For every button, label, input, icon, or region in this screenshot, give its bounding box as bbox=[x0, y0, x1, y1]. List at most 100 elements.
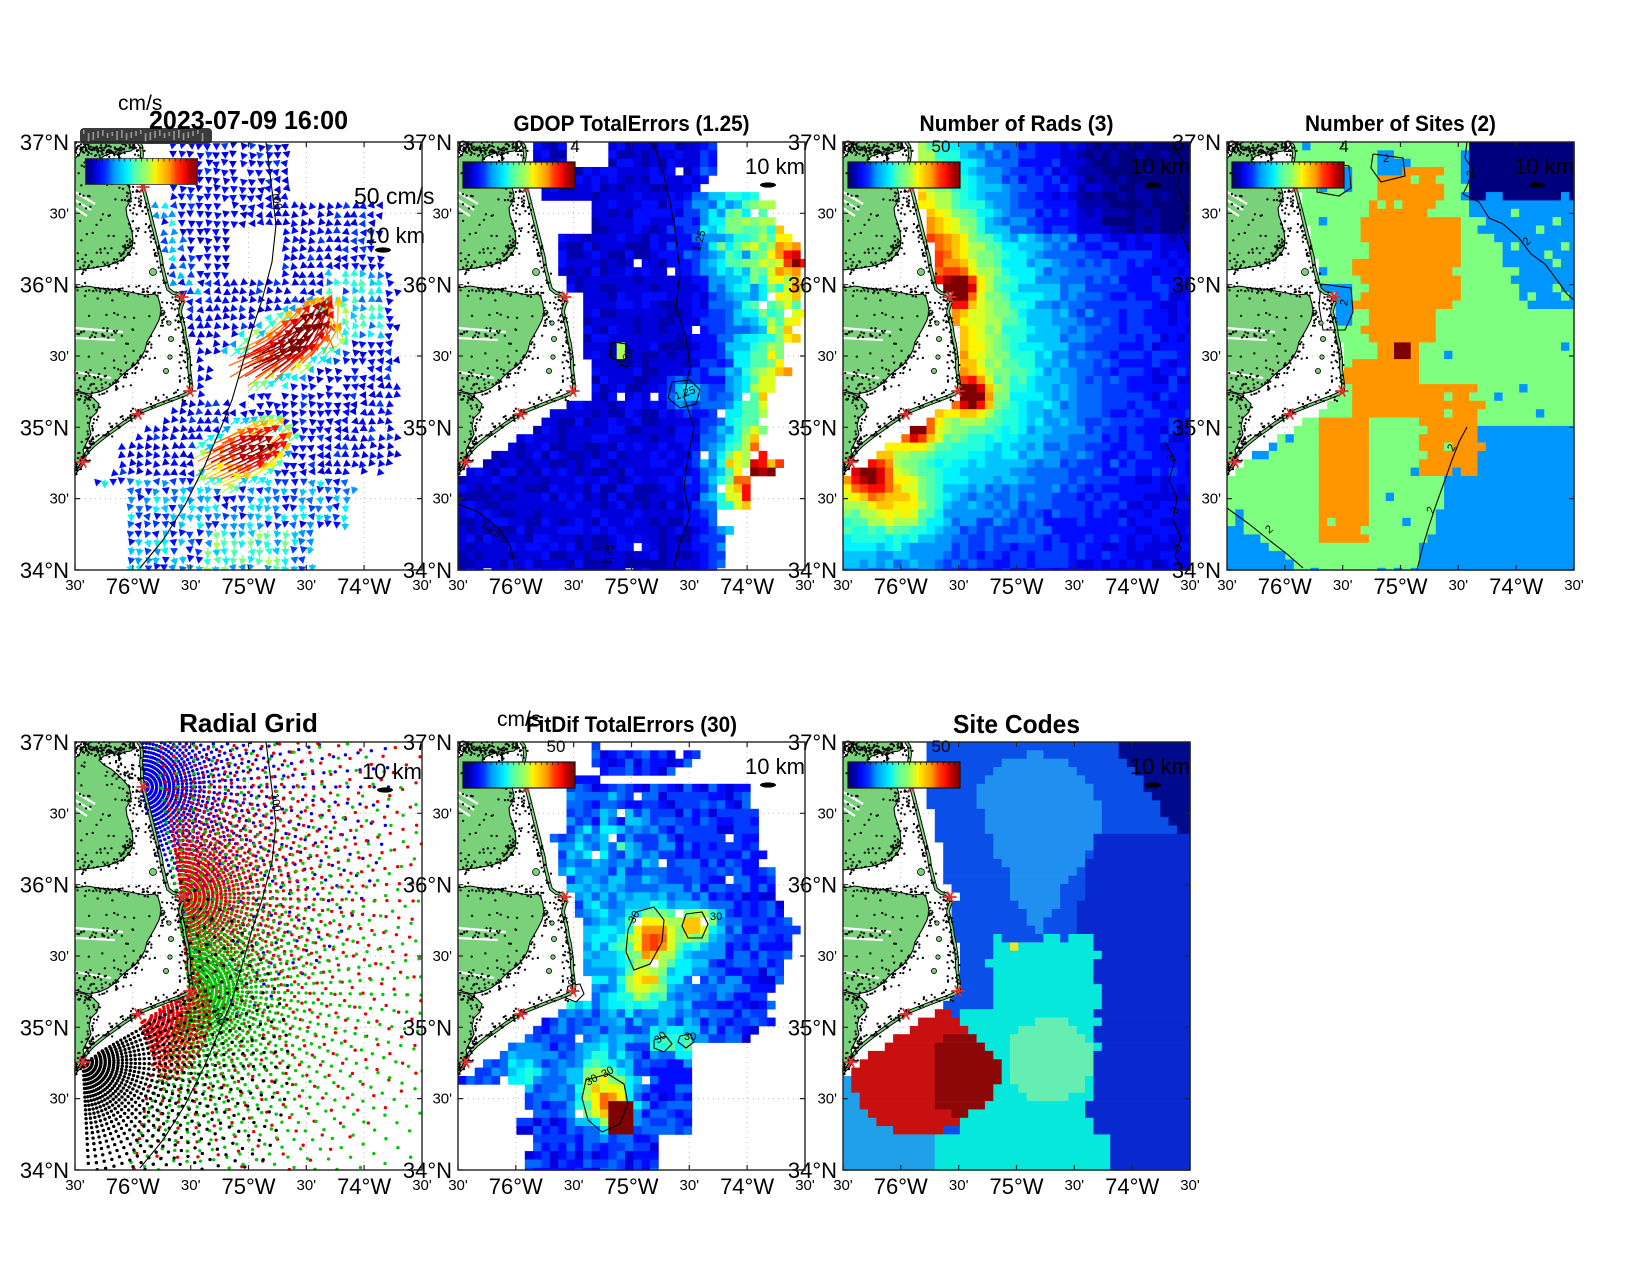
svg-text:36°N: 36°N bbox=[788, 273, 837, 298]
svg-text:30': 30' bbox=[65, 1177, 85, 1194]
svg-text:30': 30' bbox=[564, 1177, 584, 1194]
svg-text:74°W: 74°W bbox=[720, 1174, 774, 1199]
svg-text:30': 30' bbox=[297, 577, 317, 594]
svg-text:36°N: 36°N bbox=[1172, 273, 1221, 298]
svg-text:2023-07-09 16:00: 2023-07-09 16:00 bbox=[149, 105, 348, 135]
svg-text:76°W: 76°W bbox=[489, 1174, 543, 1199]
svg-text:75°W: 75°W bbox=[221, 574, 275, 599]
svg-text:30': 30' bbox=[949, 577, 969, 594]
svg-text:36°N: 36°N bbox=[788, 873, 837, 898]
svg-text:10 km: 10 km bbox=[362, 759, 422, 784]
svg-text:30': 30' bbox=[1449, 577, 1469, 594]
svg-text:cm/s: cm/s bbox=[497, 708, 541, 731]
svg-text:2: 2 bbox=[1425, 505, 1438, 515]
svg-text:1.25: 1.25 bbox=[691, 229, 708, 253]
svg-text:30': 30' bbox=[297, 1177, 317, 1194]
svg-text:50: 50 bbox=[932, 137, 951, 156]
svg-text:74°W: 74°W bbox=[720, 574, 774, 599]
svg-text:30': 30' bbox=[432, 205, 452, 222]
svg-text:76°W: 76°W bbox=[874, 1174, 928, 1199]
svg-text:35°N: 35°N bbox=[1172, 415, 1221, 440]
svg-text:74°W: 74°W bbox=[337, 574, 391, 599]
svg-text:30': 30' bbox=[795, 1177, 815, 1194]
svg-text:30': 30' bbox=[49, 491, 69, 508]
svg-text:30': 30' bbox=[817, 1091, 837, 1108]
svg-text:30': 30' bbox=[817, 805, 837, 822]
svg-text:76°W: 76°W bbox=[489, 574, 543, 599]
svg-text:75°W: 75°W bbox=[604, 574, 658, 599]
svg-text:30': 30' bbox=[1065, 577, 1085, 594]
svg-text:35°N: 35°N bbox=[20, 1015, 69, 1040]
svg-text:30': 30' bbox=[65, 577, 85, 594]
svg-text:1.25: 1.25 bbox=[601, 543, 617, 566]
svg-text:30': 30' bbox=[817, 491, 837, 508]
svg-text:30': 30' bbox=[1201, 205, 1221, 222]
svg-text:Number of Sites (2): Number of Sites (2) bbox=[1305, 111, 1496, 136]
svg-text:30': 30' bbox=[817, 948, 837, 965]
svg-text:3: 3 bbox=[1171, 542, 1184, 553]
svg-text:30': 30' bbox=[49, 948, 69, 965]
svg-text:30': 30' bbox=[49, 1091, 69, 1108]
svg-text:74°W: 74°W bbox=[1489, 574, 1543, 599]
svg-text:2: 2 bbox=[514, 137, 523, 156]
svg-text:30': 30' bbox=[795, 577, 815, 594]
svg-text:75°W: 75°W bbox=[604, 1174, 658, 1199]
svg-text:35°N: 35°N bbox=[20, 415, 69, 440]
svg-text:50 cm/s: 50 cm/s bbox=[354, 183, 435, 209]
svg-text:30': 30' bbox=[432, 1091, 452, 1108]
svg-text:3: 3 bbox=[1169, 505, 1182, 515]
svg-text:30: 30 bbox=[626, 909, 643, 926]
svg-text:10 km: 10 km bbox=[365, 223, 425, 248]
svg-text:36°N: 36°N bbox=[403, 873, 452, 898]
svg-text:cm/s: cm/s bbox=[118, 92, 162, 115]
svg-text:30': 30' bbox=[432, 491, 452, 508]
svg-text:30': 30' bbox=[564, 577, 584, 594]
svg-text:36°N: 36°N bbox=[20, 873, 69, 898]
svg-text:76°W: 76°W bbox=[106, 574, 160, 599]
svg-text:10 km: 10 km bbox=[745, 754, 805, 779]
svg-text:76°W: 76°W bbox=[106, 1174, 160, 1199]
svg-text:30': 30' bbox=[680, 1177, 700, 1194]
svg-text:3: 3 bbox=[1165, 453, 1178, 463]
svg-text:30': 30' bbox=[1564, 577, 1584, 594]
svg-text:30': 30' bbox=[412, 577, 432, 594]
svg-text:36°N: 36°N bbox=[403, 273, 452, 298]
svg-text:30': 30' bbox=[49, 348, 69, 365]
svg-text:30': 30' bbox=[1333, 577, 1353, 594]
svg-text:0: 0 bbox=[843, 737, 852, 756]
svg-text:35°N: 35°N bbox=[403, 1015, 452, 1040]
svg-text:0: 0 bbox=[843, 137, 852, 156]
svg-text:30': 30' bbox=[49, 805, 69, 822]
svg-text:10 km: 10 km bbox=[1130, 154, 1190, 179]
svg-text:50: 50 bbox=[932, 737, 951, 756]
svg-text:30': 30' bbox=[1180, 577, 1200, 594]
svg-text:10 km: 10 km bbox=[745, 154, 805, 179]
svg-text:FitDif TotalErrors (30): FitDif TotalErrors (30) bbox=[526, 712, 737, 737]
svg-text:75°W: 75°W bbox=[221, 1174, 275, 1199]
svg-text:75°W: 75°W bbox=[1373, 574, 1427, 599]
svg-text:36°N: 36°N bbox=[20, 273, 69, 298]
svg-text:30': 30' bbox=[817, 348, 837, 365]
svg-text:75°W: 75°W bbox=[989, 1174, 1043, 1199]
svg-text:0: 0 bbox=[458, 737, 467, 756]
svg-text:35°N: 35°N bbox=[788, 415, 837, 440]
svg-text:30': 30' bbox=[833, 1177, 853, 1194]
svg-text:30': 30' bbox=[181, 1177, 201, 1194]
svg-text:100: 100 bbox=[268, 792, 283, 812]
svg-text:2: 2 bbox=[1383, 153, 1389, 165]
svg-text:37°N: 37°N bbox=[20, 130, 69, 155]
svg-text:30': 30' bbox=[817, 205, 837, 222]
svg-text:10 km: 10 km bbox=[1514, 154, 1574, 179]
svg-text:35°N: 35°N bbox=[403, 415, 452, 440]
svg-text:30': 30' bbox=[680, 577, 700, 594]
svg-text:30': 30' bbox=[412, 1177, 432, 1194]
svg-text:34°N: 34°N bbox=[20, 1158, 69, 1183]
svg-text:30': 30' bbox=[432, 348, 452, 365]
svg-text:Site Codes: Site Codes bbox=[953, 709, 1080, 739]
svg-text:76°W: 76°W bbox=[874, 574, 928, 599]
svg-text:30: 30 bbox=[684, 1031, 696, 1043]
svg-text:30': 30' bbox=[432, 948, 452, 965]
svg-text:30: 30 bbox=[584, 1072, 601, 1089]
svg-text:30': 30' bbox=[448, 1177, 468, 1194]
svg-text:50: 50 bbox=[547, 737, 566, 756]
